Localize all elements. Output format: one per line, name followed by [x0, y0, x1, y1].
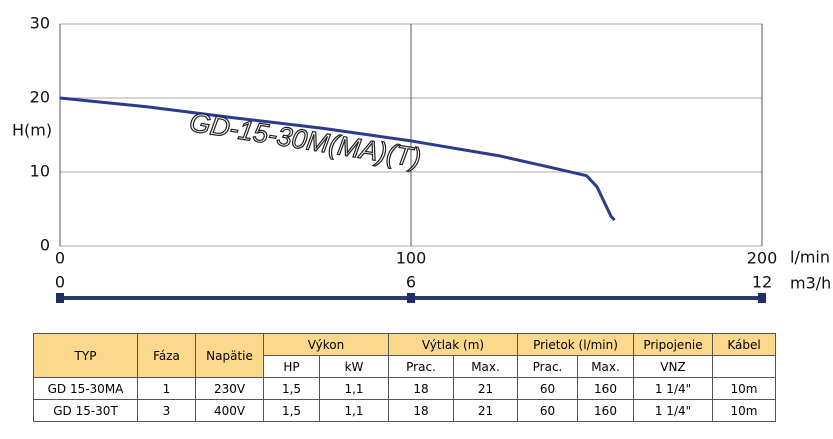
table-cell: 230V [195, 377, 264, 400]
sub-header-cell: Max. [453, 355, 518, 378]
y-tick-label: 20 [30, 88, 50, 107]
sub-header-cell: HP [263, 355, 320, 378]
table-cell: 1,1 [319, 399, 389, 422]
table-cell: 160 [577, 377, 634, 400]
table-cell: 1,1 [319, 377, 389, 400]
table-cell: 60 [517, 377, 578, 400]
header-cell: Pripojenie [633, 333, 713, 356]
spec-table: TYP Fáza Napätie Výkon Výtlak (m) Prieto… [33, 333, 776, 422]
header-cell: Fáza [137, 333, 196, 378]
x-tick-label: 100 [396, 249, 427, 268]
table-cell: 400V [195, 399, 264, 422]
table-cell: 60 [517, 399, 578, 422]
header-cell: Prietok (l/min) [517, 333, 634, 356]
table-cell: 1,5 [263, 377, 320, 400]
sub-header-cell: Prac. [388, 355, 454, 378]
table-body: GD 15-30MA 1 230V 1,5 1,1 18 21 60 160 1 1/4" 10m G… [33, 377, 776, 422]
x2-tick [407, 293, 415, 303]
table-cell: 18 [388, 399, 454, 422]
table-cell: GD 15-30T [33, 399, 138, 422]
sub-header-cell: VNZ [633, 355, 713, 378]
y-axis-label: H(m) [12, 121, 52, 140]
sub-header-cell: Max. [577, 355, 634, 378]
table-row: GD 15-30T 3 400V 1,5 1,1 18 21 60 160 1 1/4" 10m [33, 399, 776, 422]
y-tick-label: 30 [30, 14, 50, 33]
empty-cell [712, 355, 776, 378]
x2-tick-label: 6 [406, 273, 416, 292]
table-cell: 18 [388, 377, 454, 400]
chart: H(m) l/min m3/h 0 10 20 30 0 100 200 0 6 12 GD-15-… [12, 14, 831, 303]
y-tick-label: 0 [40, 236, 50, 255]
sub-header-cell: Prac. [517, 355, 578, 378]
table-cell: 3 [137, 399, 196, 422]
table-cell: 21 [453, 399, 518, 422]
header-cell: Výtlak (m) [388, 333, 518, 356]
x2-tick [758, 293, 766, 303]
y-tick-label: 10 [30, 162, 50, 181]
sub-header-cell: kW [319, 355, 389, 378]
x-axis-label: l/min [790, 248, 830, 267]
table-cell: 1 1/4" [633, 399, 713, 422]
x-tick-label: 200 [747, 249, 778, 268]
table-cell: GD 15-30MA [33, 377, 138, 400]
header-cell: Výkon [263, 333, 389, 356]
x2-tick-label: 0 [55, 273, 65, 292]
table-cell: 160 [577, 399, 634, 422]
header-cell: Napätie [195, 333, 264, 378]
table-cell: 21 [453, 377, 518, 400]
table-cell: 1,5 [263, 399, 320, 422]
header-cell: Kábel [712, 333, 776, 356]
table-cell: 10m [712, 377, 776, 400]
table-row: GD 15-30MA 1 230V 1,5 1,1 18 21 60 160 1 1/4" 10m [33, 377, 776, 400]
table-cell: 10m [712, 399, 776, 422]
x2-tick-label: 12 [752, 273, 772, 292]
curve-label: GD-15-30M(MA)(T) [187, 107, 423, 173]
data-line [59, 96, 616, 222]
table-cell: 1 [137, 377, 196, 400]
x2-tick [56, 293, 64, 303]
table-cell: 1 1/4" [633, 377, 713, 400]
x-tick-label: 0 [55, 249, 65, 268]
x2-axis-label: m3/h [790, 274, 831, 293]
header-cell: TYP [33, 333, 138, 378]
